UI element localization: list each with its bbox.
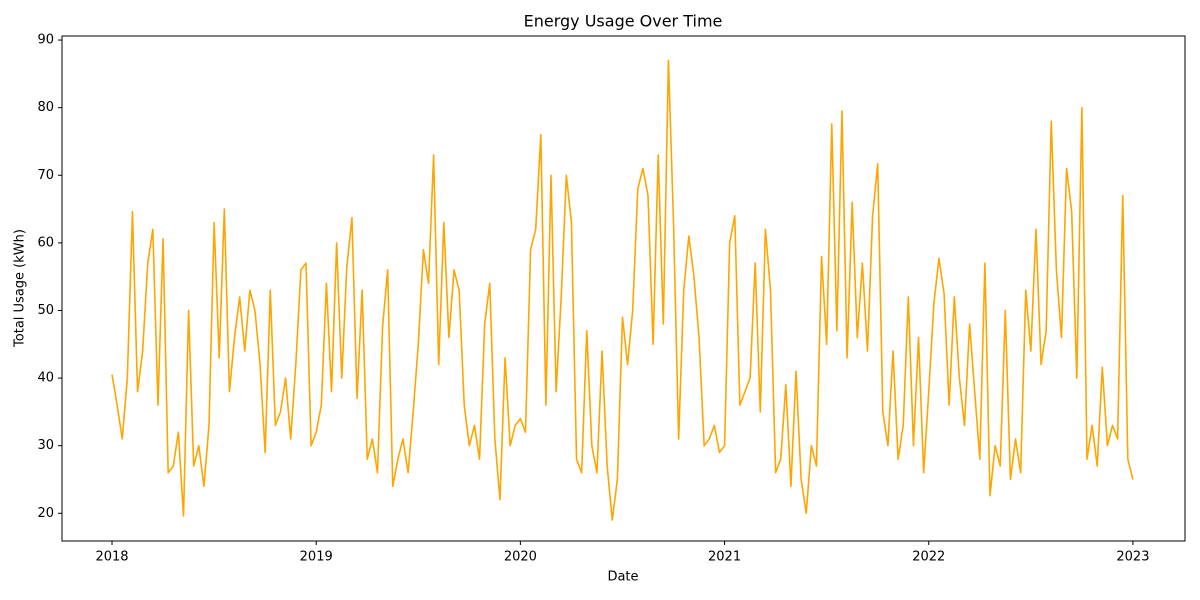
- y-tick-label: 60: [37, 235, 54, 250]
- x-tick-label: 2022: [912, 550, 945, 565]
- chart-title: Energy Usage Over Time: [524, 12, 723, 31]
- x-tick-label: 2021: [708, 550, 741, 565]
- y-tick-label: 50: [37, 303, 54, 318]
- x-tick-label: 2018: [95, 550, 128, 565]
- y-tick-label: 40: [37, 371, 54, 386]
- x-tick-label: 2019: [300, 550, 333, 565]
- y-tick-label: 70: [37, 168, 54, 183]
- y-tick-label: 20: [37, 506, 54, 521]
- x-tick-label: 2023: [1116, 550, 1149, 565]
- y-tick-label: 90: [37, 33, 54, 48]
- y-axis-label: Total Usage (kWh): [13, 229, 28, 348]
- y-tick-label: 80: [37, 100, 54, 115]
- x-axis-label: Date: [607, 570, 638, 585]
- y-tick-label: 30: [37, 438, 54, 453]
- data-line: [111, 59, 1134, 521]
- x-tick-label: 2020: [504, 550, 537, 565]
- plot-frame: [61, 35, 1186, 542]
